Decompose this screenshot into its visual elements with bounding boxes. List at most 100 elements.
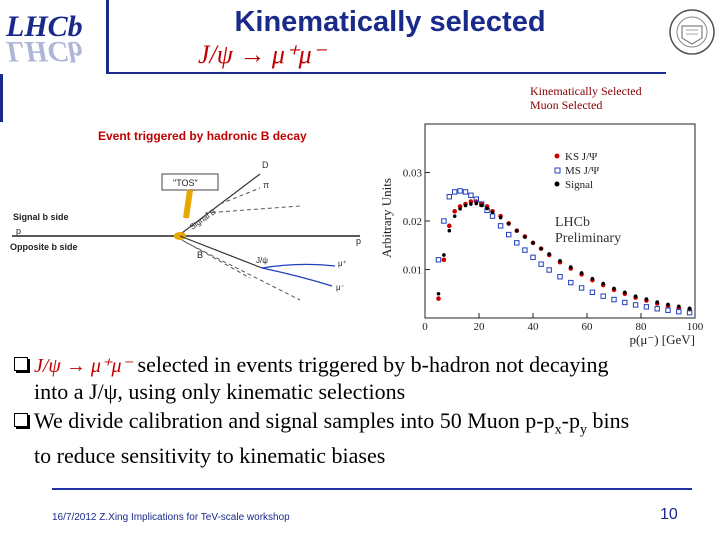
x-tick-label: 40	[528, 321, 540, 333]
data-point-signal	[515, 228, 519, 233]
plot-marks	[435, 188, 693, 316]
data-point-signal	[474, 201, 479, 206]
bullet-1-formula: J/ψ → μ⁺μ⁻	[34, 355, 133, 377]
y-tick-label: 0.03	[403, 168, 423, 180]
data-point-msj	[557, 274, 563, 280]
label-jpsi: J/ψ	[256, 256, 268, 265]
legend-signal: Signal	[565, 179, 593, 191]
selection-legend: Kinematically Selected Muon Selected	[530, 84, 642, 112]
plot-ticks: 0 20 40 60 80 100 0.01 0.02 0.03	[403, 168, 704, 334]
track-mu-minus	[261, 267, 333, 287]
data-point-signal	[458, 207, 462, 211]
bullet-1: J/ψ → μ⁺μ⁻ selected in events triggered …	[14, 352, 714, 405]
data-point-signal	[531, 241, 535, 245]
data-point-signal	[485, 206, 489, 211]
data-point-signal	[436, 291, 441, 296]
data-point-msj	[622, 299, 628, 306]
track-mu-plus	[261, 263, 336, 269]
data-point-msj	[497, 223, 504, 229]
track-dashed-2	[184, 241, 301, 301]
momentum-plot: Arbitrary Units 0 20 40 60 80 100 0.01 0.02 0.03…	[379, 123, 704, 347]
title-underline	[106, 72, 666, 74]
footer-rule	[52, 488, 692, 490]
plot-ylabel: Arbitrary Units	[379, 178, 394, 258]
diagram-title: Event triggered by hadronic B decay	[98, 129, 307, 143]
data-point-msj	[457, 188, 463, 194]
data-point-msj	[611, 296, 617, 303]
bullet-2-text2: to reduce sensitivity to kinematic biase…	[34, 443, 386, 469]
data-point-signal	[558, 258, 562, 263]
bullet-2: We divide calibration and signal samples…	[14, 408, 714, 469]
data-point-msj	[446, 194, 452, 200]
bullet-1-text2: into a J/ψ, using only kinematic selecti…	[34, 379, 406, 404]
page-number: 10	[660, 506, 678, 523]
bullet-2-mid: -p	[561, 408, 580, 433]
label-b: B	[197, 250, 203, 260]
bullet-box-icon	[14, 357, 28, 371]
title-formula: J/ψ → μ⁺μ⁻	[198, 40, 326, 69]
legend-marker-ms	[554, 167, 561, 174]
data-point-signal	[452, 214, 457, 218]
plot-xlabel: p(μ⁻) [GeV]	[630, 332, 695, 347]
label-opposite-b-side: Opposite b side	[10, 242, 78, 252]
data-point-signal	[506, 222, 511, 226]
label-d: D	[262, 160, 269, 170]
track-dashed-1	[181, 239, 251, 279]
left-edge-rule	[0, 74, 3, 122]
footer-text: 16/7/2012 Z.Xing Implications for TeV-sc…	[52, 512, 290, 523]
track-b	[179, 235, 263, 269]
data-point-msj	[654, 306, 660, 312]
data-point-msj	[578, 285, 585, 291]
label-mu-plus: μ⁺	[338, 259, 347, 268]
data-point-signal	[644, 297, 649, 301]
track-d	[177, 173, 261, 237]
data-point-signal	[655, 300, 659, 304]
bullet-2-text1a: We divide calibration and signal samples…	[34, 408, 555, 433]
data-point-signal	[612, 286, 616, 291]
legend-kinematic: Kinematically Selected	[530, 84, 642, 98]
data-point-msj	[441, 218, 447, 224]
legend-ks: KS J/Ψ	[565, 151, 598, 163]
data-point-msj	[489, 213, 496, 219]
x-tick-label: 0	[422, 321, 428, 333]
track-k	[204, 205, 301, 214]
data-point-msj	[435, 257, 442, 263]
slide-title: Kinematically selected	[234, 6, 546, 38]
data-point-msj	[568, 279, 574, 286]
tos-arrow	[183, 189, 193, 219]
university-seal-icon	[669, 9, 715, 55]
data-point-signal	[569, 265, 573, 269]
data-point-ksj	[441, 257, 447, 263]
data-point-msj	[522, 247, 528, 253]
data-point-msj	[632, 302, 639, 308]
data-point-signal	[590, 276, 595, 281]
data-point-signal	[601, 281, 605, 286]
lhcb-logo: LHCb LHCb	[5, 10, 83, 68]
y-tick-label: 0.02	[403, 216, 422, 228]
legend-marker-ks	[554, 153, 560, 159]
data-point-signal	[633, 294, 638, 298]
data-point-signal	[547, 252, 551, 256]
x-tick-label: 20	[474, 321, 486, 333]
logo-text-top: LHCb	[5, 10, 83, 43]
y-tick-label: 0.01	[403, 265, 422, 277]
data-point-signal	[498, 215, 503, 220]
data-point-signal	[579, 271, 584, 275]
tos-label: "TOS"	[173, 178, 198, 188]
data-point-signal	[490, 210, 495, 215]
data-point-ksj	[447, 223, 452, 229]
data-point-msj	[665, 307, 671, 313]
data-point-signal	[447, 228, 452, 233]
data-point-msj	[643, 304, 650, 310]
data-point-signal	[479, 203, 484, 208]
label-p-right: p	[356, 236, 361, 246]
bullet-box-icon	[14, 413, 28, 427]
data-point-msj	[676, 308, 682, 315]
x-tick-label: 100	[687, 321, 704, 333]
event-diagram: Event triggered by hadronic B decay "TOS…	[10, 129, 361, 301]
data-point-msj	[546, 267, 552, 273]
label-signal-b: Signal B	[188, 207, 218, 231]
label-p-left: p	[16, 226, 21, 236]
label-signal-b-side: Signal b side	[13, 212, 69, 222]
